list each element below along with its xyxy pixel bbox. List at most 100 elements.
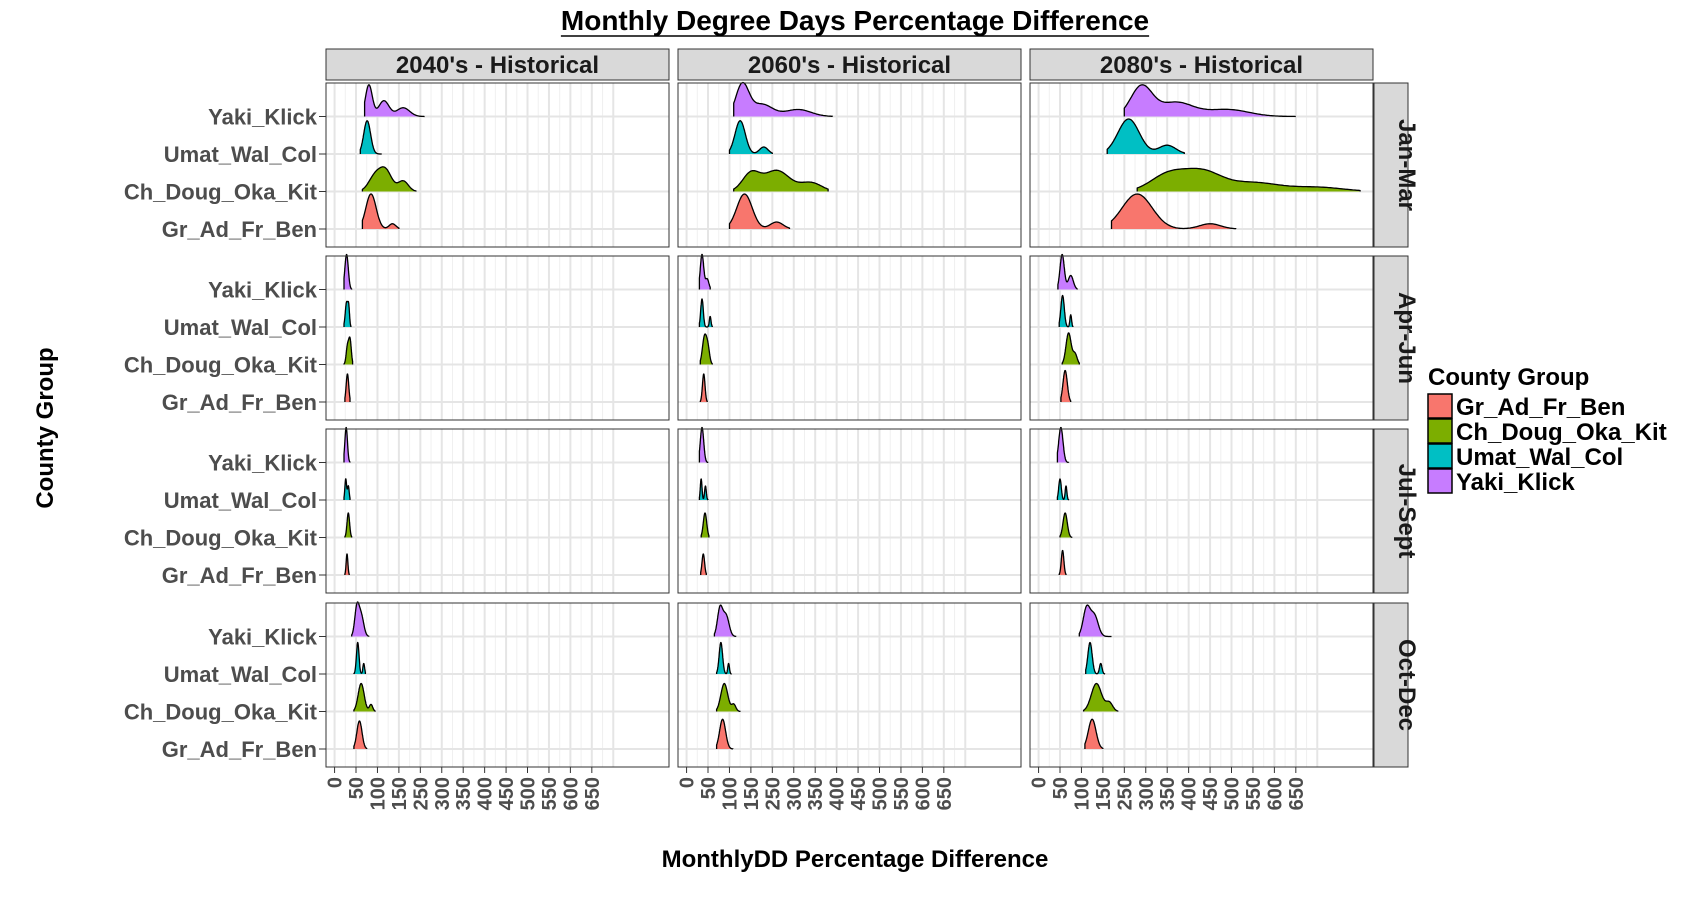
density-ridge-umat-wal-col: [1085, 641, 1106, 675]
density-ridge-ch-doug-oka-kit: [361, 166, 417, 192]
density-ridge-ch-doug-oka-kit: [715, 682, 741, 713]
density-ridge-gr-ad-fr-ben: [344, 553, 350, 575]
panel-background: [326, 429, 669, 593]
y-tick-label: Yaki_Klick: [208, 625, 318, 650]
y-tick-label: Ch_Doug_Oka_Kit: [124, 700, 318, 725]
panel-background: [326, 603, 669, 767]
y-tick-label: Gr_Ad_Fr_Ben: [162, 563, 317, 588]
density-ridge-yaki-klick: [1057, 253, 1078, 290]
chart-title: Monthly Degree Days Percentage Differenc…: [561, 5, 1149, 36]
density-ridge-umat-wal-col: [1106, 118, 1185, 154]
column-strip-label: 2060's - Historical: [748, 52, 951, 79]
row-strip: [1373, 255, 1409, 421]
y-tick-label: Gr_Ad_Fr_Ben: [162, 737, 317, 762]
density-ridge-umat-wal-col: [715, 641, 733, 675]
density-ridge-yaki-klick: [698, 426, 709, 464]
density-ridge-yaki-klick: [1078, 604, 1112, 638]
density-ridge-umat-wal-col: [353, 641, 367, 675]
legend-label: Gr_Ad_Fr_Ben: [1456, 394, 1625, 421]
x-tick-label: 100: [1071, 777, 1093, 810]
density-ridge-gr-ad-fr-ben: [361, 193, 400, 229]
facet-panel: [1029, 426, 1374, 594]
x-tick-label: 0: [677, 777, 699, 788]
facet-panel: [1029, 602, 1374, 768]
row-strip: [1373, 82, 1409, 248]
x-tick-label: 250: [410, 777, 432, 810]
density-ridge-gr-ad-fr-ben: [344, 373, 351, 402]
y-axis-title: County Group: [32, 347, 59, 508]
density-ridge-yaki-klick: [351, 601, 370, 637]
panel-background: [1030, 256, 1373, 420]
panel-border: [325, 255, 670, 421]
x-tick-label: 400: [827, 777, 849, 810]
density-ridge-yaki-klick: [343, 253, 353, 290]
x-tick-label: 550: [1243, 777, 1265, 810]
facet-panel: [325, 426, 670, 594]
x-tick-label: 100: [367, 777, 389, 810]
x-tick-label: 350: [453, 777, 475, 810]
y-tick-label: Yaki_Klick: [208, 105, 318, 130]
legend-label: Yaki_Klick: [1456, 469, 1575, 496]
density-ridge-gr-ad-fr-ben: [715, 718, 734, 750]
density-ridge-yaki-klick: [363, 84, 425, 118]
density-ridge-gr-ad-fr-ben: [1110, 193, 1237, 230]
x-tick-label: 650: [582, 777, 604, 810]
x-tick-label: 50: [698, 777, 720, 799]
legend: County Group Gr_Ad_Fr_BenCh_Doug_Oka_KitU…: [1427, 364, 1667, 496]
density-ridge-gr-ad-fr-ben: [353, 720, 368, 750]
panel-background: [326, 256, 669, 420]
y-tick-label: Umat_Wal_Col: [164, 488, 317, 513]
x-tick-label: 50: [1050, 777, 1072, 799]
panel-border: [1029, 602, 1374, 768]
column-strip-label: 2040's - Historical: [396, 52, 599, 79]
density-ridge-yaki-klick: [713, 604, 737, 638]
facet-panel: [325, 253, 670, 421]
density-ridge-ch-doug-oka-kit: [343, 336, 354, 365]
y-tick-label: Gr_Ad_Fr_Ben: [162, 390, 317, 415]
density-ridge-yaki-klick: [698, 253, 711, 290]
facet-panel: [1029, 82, 1374, 248]
x-tick-label: 600: [560, 777, 582, 810]
density-ridge-ch-doug-oka-kit: [733, 169, 829, 192]
x-tick-label: 150: [389, 777, 411, 810]
density-ridge-ch-doug-oka-kit: [1059, 512, 1073, 539]
panel-border: [677, 255, 1022, 421]
density-ridge-ch-doug-oka-kit: [699, 333, 713, 365]
density-ridge-yaki-klick: [1123, 84, 1296, 118]
x-tick-label: 150: [1093, 777, 1115, 810]
panel-border: [677, 82, 1022, 248]
density-ridge-ch-doug-oka-kit: [1082, 682, 1119, 712]
x-tick-label: 300: [1136, 777, 1158, 810]
plot-area: 2040's - Historical 2060's - Historical 20…: [124, 48, 1420, 810]
x-tick-label: 500: [870, 777, 892, 810]
y-tick-label: Ch_Doug_Oka_Kit: [124, 353, 318, 378]
x-tick-label: 600: [912, 777, 934, 810]
legend-swatch: [1427, 468, 1453, 494]
y-tick-label: Yaki_Klick: [208, 278, 318, 303]
panel-border: [677, 602, 1022, 768]
panel-border: [325, 602, 670, 768]
density-ridge-yaki-klick: [1056, 426, 1070, 464]
x-tick-label: 500: [518, 777, 540, 810]
facet-panel: [1029, 253, 1374, 421]
panel-border: [1029, 82, 1374, 248]
density-ridge-ch-doug-oka-kit: [344, 512, 353, 538]
density-ridge-ch-doug-oka-kit: [700, 512, 710, 538]
y-tick-label: Umat_Wal_Col: [164, 662, 317, 687]
facet-panel: [677, 81, 1022, 248]
column-strip: [677, 48, 1022, 81]
legend-label: Ch_Doug_Oka_Kit: [1456, 419, 1667, 446]
density-ridge-umat-wal-col: [728, 120, 773, 154]
x-tick-label: 300: [432, 777, 454, 810]
y-tick-label: Umat_Wal_Col: [164, 315, 317, 340]
x-tick-label: 650: [1286, 777, 1308, 810]
density-ridge-ch-doug-oka-kit: [1061, 332, 1080, 365]
x-tick-label: 600: [1264, 777, 1286, 810]
density-ridge-umat-wal-col: [1056, 478, 1070, 501]
x-tick-label: 0: [1029, 777, 1051, 788]
column-strip: [1029, 48, 1374, 81]
panel-background: [678, 256, 1021, 420]
density-ridge-gr-ad-fr-ben: [728, 193, 791, 229]
density-ridge-gr-ad-fr-ben: [699, 373, 708, 402]
x-tick-label: 400: [475, 777, 497, 810]
